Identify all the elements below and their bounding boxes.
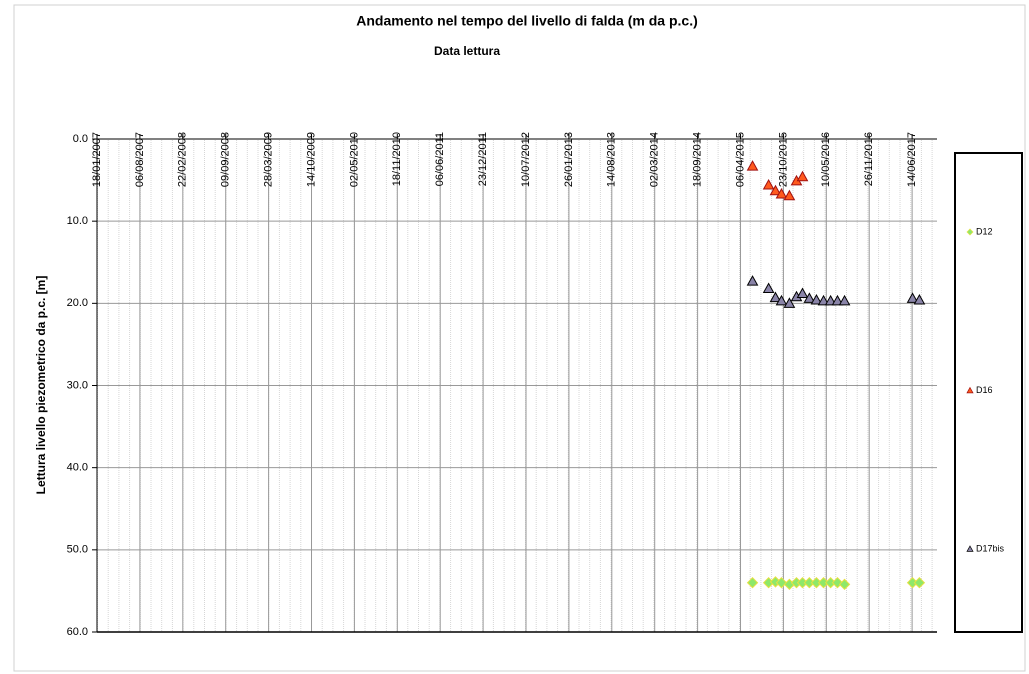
x-tick-label: 18/09/2014: [692, 132, 704, 187]
point: [769, 291, 782, 303]
legend-marker: [966, 228, 974, 236]
x-tick-label: 26/01/2013: [563, 132, 575, 187]
point: [913, 576, 926, 589]
point: [783, 189, 796, 201]
x-tick-label: 28/03/2009: [263, 132, 275, 187]
legend-marker: [966, 545, 974, 552]
x-tick-label: 06/06/2011: [434, 132, 446, 186]
y-tick-label: 10.0: [67, 215, 88, 227]
point: [762, 178, 775, 190]
x-tick-label: 23/12/2011: [477, 132, 489, 186]
x-tick-label: 14/08/2013: [606, 132, 618, 187]
x-tick-label: 02/05/2010: [348, 132, 360, 187]
legend-label: D17bis: [976, 543, 1005, 553]
point: [906, 292, 919, 303]
point: [817, 294, 830, 306]
y-tick-label: 50.0: [67, 544, 88, 556]
point: [796, 287, 809, 298]
x-tick-label: 26/11/2016: [863, 132, 875, 186]
x-tick-label: 14/10/2009: [305, 132, 317, 187]
x-tick-label: 18/11/2010: [391, 132, 403, 186]
y-tick-label: 60.0: [67, 626, 88, 638]
x-tick-label: 10/07/2012: [520, 132, 532, 187]
point: [775, 576, 788, 589]
y-axis-title: Lettura livello piezometrico da p.c. [m]: [34, 276, 48, 495]
point: [838, 294, 851, 306]
point: [824, 294, 837, 306]
point: [775, 294, 788, 306]
y-tick-label: 30.0: [67, 379, 88, 391]
legend-marker: [966, 386, 974, 394]
point: [831, 294, 844, 306]
x-tick-label: 06/04/2015: [734, 132, 746, 187]
x-axis-title: Data lettura: [434, 44, 500, 58]
y-tick-label: 0.0: [73, 133, 88, 145]
point: [831, 576, 844, 589]
point: [762, 282, 775, 294]
point: [838, 578, 851, 591]
y-tick-label: 20.0: [67, 297, 88, 309]
point: [746, 160, 759, 171]
point: [803, 292, 816, 303]
point: [746, 576, 759, 589]
x-tick-label: 06/08/2007: [134, 132, 146, 187]
x-tick-label: 23/10/2015: [777, 132, 789, 187]
x-tick-label: 22/02/2008: [177, 132, 189, 187]
point: [783, 297, 796, 308]
chart-title: Andamento nel tempo del livello di falda…: [356, 13, 698, 29]
legend-label: D12: [976, 226, 993, 236]
legend: [954, 152, 1023, 633]
legend-label: D16: [976, 385, 993, 395]
point: [796, 170, 809, 182]
x-tick-label: 02/03/2014: [649, 132, 661, 187]
point: [775, 188, 788, 199]
point: [810, 294, 823, 305]
point: [746, 275, 759, 286]
x-tick-label: 10/05/2016: [820, 132, 832, 187]
point: [913, 294, 926, 305]
point: [769, 184, 782, 196]
y-tick-label: 40.0: [67, 462, 88, 474]
x-tick-label: 09/09/2008: [220, 132, 232, 187]
frame: [13, 4, 1026, 672]
x-tick-label: 14/06/2017: [906, 132, 918, 187]
